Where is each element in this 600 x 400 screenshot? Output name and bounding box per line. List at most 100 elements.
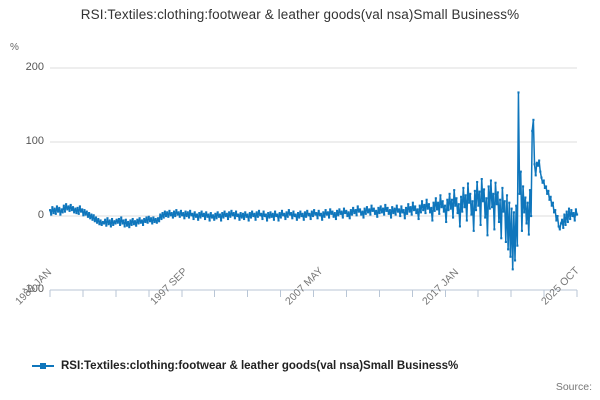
data-point [400,205,403,208]
data-point [152,216,155,219]
data-point [422,209,425,212]
data-point [131,217,134,221]
data-point [424,212,427,215]
data-point [240,216,243,219]
data-point [453,189,456,192]
data-point [294,213,297,216]
data-point [576,213,579,216]
data-point [311,215,315,218]
data-point [491,206,494,209]
data-point [86,215,89,218]
data-point [145,216,148,219]
data-point [566,220,569,224]
data-point [417,217,420,221]
data-point [171,216,174,219]
chart-legend[interactable]: RSI:Textiles:clothing:footwear & leather… [32,360,458,372]
data-point [183,217,186,220]
data-point [293,215,296,218]
data-point [78,205,81,208]
data-point [207,213,210,216]
data-point [290,212,293,215]
data-point [111,217,114,221]
data-point [229,215,232,218]
data-point [288,213,292,216]
data-point [486,234,489,237]
data-point [69,203,72,206]
data-point [503,200,506,203]
data-point [349,209,352,212]
data-point [236,215,239,218]
data-point [355,214,358,217]
data-point [146,221,149,224]
data-point [223,210,226,213]
data-point [473,189,476,192]
data-point [471,200,474,203]
data-point [326,211,329,214]
data-series-line [49,91,578,271]
data-point [323,215,326,218]
data-point [438,212,441,215]
data-point [488,207,491,210]
data-point [337,214,340,217]
data-point [231,214,234,217]
chart-title: RSI:Textiles:clothing:footwear & leather… [80,7,520,22]
data-point [340,210,343,213]
data-point [90,213,93,216]
data-point [394,213,397,216]
data-point [569,217,572,221]
data-point [197,218,200,221]
data-point [100,223,103,226]
data-point [179,209,182,212]
data-point [365,206,368,209]
data-point [200,210,203,213]
data-point [247,219,250,222]
data-point [574,208,577,211]
data-point [109,225,112,228]
data-point [119,223,122,226]
data-point [96,221,99,224]
data-point [150,217,153,220]
data-point [502,210,505,213]
data-point [163,210,166,213]
data-point [199,216,202,219]
data-point [62,204,65,207]
data-point [455,197,458,200]
data-point [520,229,523,232]
data-point [102,222,106,225]
data-point [563,213,566,216]
data-point [235,210,238,213]
data-point [562,226,565,229]
data-point [372,207,375,210]
data-point [254,218,257,221]
data-point [553,211,556,214]
data-point [61,211,64,214]
data-point [209,212,212,215]
y-axis-unit-label: % [10,42,19,53]
data-point [387,212,390,215]
data-point [201,215,204,218]
data-point [255,211,258,214]
data-point [408,210,411,213]
data-point [272,218,275,221]
data-point [195,213,199,216]
data-point [369,213,372,216]
data-point [285,211,288,214]
data-point [534,174,537,177]
data-point [399,215,402,218]
data-point [515,204,518,207]
data-point [478,190,481,193]
data-point [437,201,440,204]
data-point [519,170,522,173]
data-point [80,210,83,213]
y-axis-tick-label: 0 [37,209,44,221]
data-point [104,218,107,221]
data-point [522,185,525,188]
data-point [548,198,551,201]
data-point [309,217,312,221]
data-point [570,209,573,212]
data-point [53,207,56,210]
data-point [191,212,194,215]
data-point [445,220,448,224]
data-point [220,219,223,222]
data-point [347,211,350,214]
